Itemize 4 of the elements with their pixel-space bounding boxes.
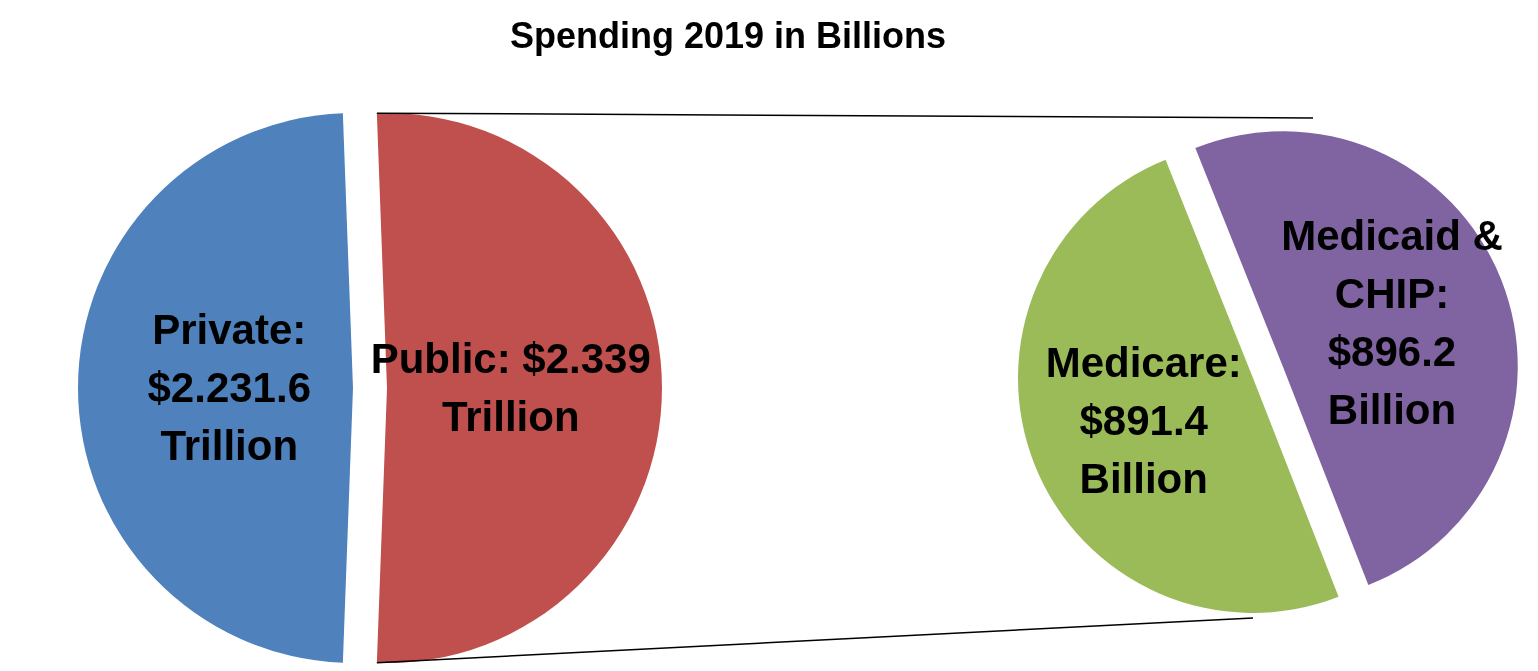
slice-label: Medicare: $891.4 Billion bbox=[1045, 339, 1242, 503]
chart-title: Spending 2019 in Billions bbox=[509, 15, 947, 56]
slice-label: Private: $2.231.6 Trillion bbox=[147, 306, 311, 469]
slice-label: Medicaid & CHIP: $896.2 Billion bbox=[1281, 211, 1503, 433]
